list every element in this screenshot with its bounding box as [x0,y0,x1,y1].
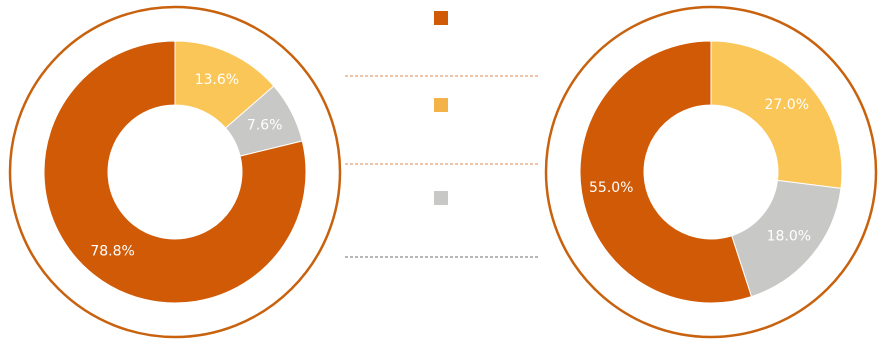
outer-ring-right [544,5,878,339]
donut-chart-left: 13.6% 7.6% 78.8% [8,5,342,339]
slice-label-left-2: 7.6% [247,118,283,134]
donut-chart-right: 27.0% 18.0% 55.0% [544,5,878,339]
legend [345,11,538,258]
legend-swatch-3 [434,191,448,205]
slice-label-right-3: 55.0% [589,180,633,196]
slice-right-3 [579,40,753,304]
slice-label-left-3: 78.8% [90,243,134,259]
legend-swatch-1 [434,11,448,25]
slice-label-right-1: 27.0% [765,97,809,113]
outer-ring-left [8,5,342,339]
slice-left-3 [43,40,307,304]
slice-right-1 [710,40,843,189]
legend-swatch-2 [434,98,448,112]
slice-label-left-1: 13.6% [195,72,239,88]
slice-label-right-2: 18.0% [767,228,811,244]
